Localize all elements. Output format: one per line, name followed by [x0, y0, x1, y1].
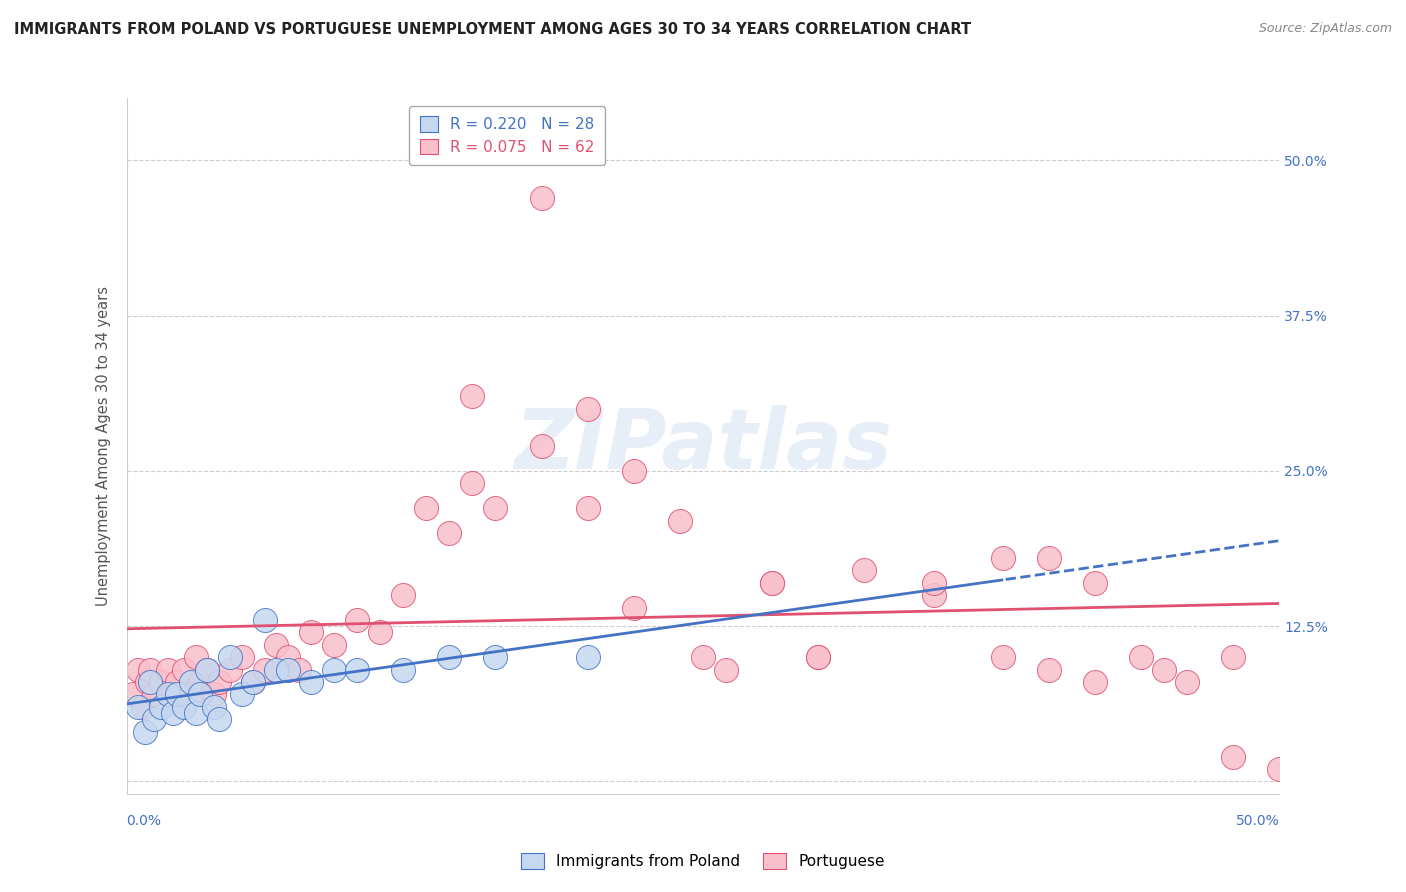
Point — [242, 675, 264, 690]
Point — [166, 688, 188, 702]
Point — [1084, 575, 1107, 590]
Point — [1268, 762, 1291, 776]
Point — [138, 675, 160, 690]
Point — [299, 625, 322, 640]
Point — [266, 663, 288, 677]
Point — [922, 575, 945, 590]
Point — [277, 663, 299, 677]
Point — [131, 699, 153, 714]
Point — [576, 501, 599, 516]
Point — [299, 675, 322, 690]
Point — [807, 650, 830, 665]
Point — [1084, 675, 1107, 690]
Point — [143, 712, 166, 726]
Point — [346, 613, 368, 627]
Point — [180, 688, 202, 702]
Text: Source: ZipAtlas.com: Source: ZipAtlas.com — [1258, 22, 1392, 36]
Point — [231, 688, 253, 702]
Point — [188, 675, 211, 690]
Point — [150, 699, 173, 714]
Point — [180, 675, 202, 690]
Point — [392, 588, 415, 602]
Point — [134, 724, 156, 739]
Point — [157, 663, 180, 677]
Point — [1130, 650, 1153, 665]
Point — [323, 663, 346, 677]
Text: 50.0%: 50.0% — [1236, 814, 1279, 828]
Point — [761, 575, 783, 590]
Point — [208, 712, 231, 726]
Point — [127, 699, 149, 714]
Point — [323, 638, 346, 652]
Point — [484, 650, 506, 665]
Point — [623, 600, 645, 615]
Legend: Immigrants from Poland, Portuguese: Immigrants from Poland, Portuguese — [515, 847, 891, 875]
Point — [173, 699, 195, 714]
Point — [439, 526, 461, 541]
Point — [761, 575, 783, 590]
Point — [208, 675, 231, 690]
Point — [530, 439, 553, 453]
Point — [669, 514, 692, 528]
Point — [1222, 749, 1244, 764]
Point — [346, 663, 368, 677]
Point — [253, 613, 276, 627]
Point — [415, 501, 437, 516]
Point — [623, 464, 645, 478]
Point — [991, 550, 1014, 565]
Point — [288, 663, 311, 677]
Point — [484, 501, 506, 516]
Point — [184, 706, 207, 720]
Point — [368, 625, 391, 640]
Point — [1038, 550, 1060, 565]
Point — [143, 688, 166, 702]
Point — [439, 650, 461, 665]
Point — [162, 688, 184, 702]
Point — [392, 663, 415, 677]
Text: IMMIGRANTS FROM POLAND VS PORTUGUESE UNEMPLOYMENT AMONG AGES 30 TO 34 YEARS CORR: IMMIGRANTS FROM POLAND VS PORTUGUESE UNE… — [14, 22, 972, 37]
Point — [202, 688, 225, 702]
Point — [461, 389, 484, 403]
Point — [714, 663, 737, 677]
Point — [138, 663, 160, 677]
Point — [253, 663, 276, 677]
Point — [807, 650, 830, 665]
Point — [157, 688, 180, 702]
Text: ZIPatlas: ZIPatlas — [515, 406, 891, 486]
Point — [127, 663, 149, 677]
Point — [576, 401, 599, 416]
Point — [195, 663, 218, 677]
Point — [461, 476, 484, 491]
Point — [242, 675, 264, 690]
Point — [576, 650, 599, 665]
Text: 0.0%: 0.0% — [127, 814, 162, 828]
Point — [188, 688, 211, 702]
Point — [1175, 675, 1198, 690]
Point — [853, 563, 876, 577]
Point — [195, 663, 218, 677]
Point — [530, 190, 553, 204]
Point — [166, 675, 188, 690]
Point — [692, 650, 714, 665]
Point — [1222, 650, 1244, 665]
Point — [184, 650, 207, 665]
Point — [122, 688, 145, 702]
Point — [162, 706, 184, 720]
Point — [922, 588, 945, 602]
Legend: R = 0.220   N = 28, R = 0.075   N = 62: R = 0.220 N = 28, R = 0.075 N = 62 — [409, 106, 605, 165]
Point — [277, 650, 299, 665]
Point — [991, 650, 1014, 665]
Point — [136, 675, 159, 690]
Point — [219, 663, 242, 677]
Point — [1153, 663, 1175, 677]
Point — [266, 638, 288, 652]
Point — [202, 699, 225, 714]
Point — [150, 675, 173, 690]
Point — [219, 650, 242, 665]
Y-axis label: Unemployment Among Ages 30 to 34 years: Unemployment Among Ages 30 to 34 years — [96, 286, 111, 606]
Point — [1038, 663, 1060, 677]
Point — [173, 663, 195, 677]
Point — [231, 650, 253, 665]
